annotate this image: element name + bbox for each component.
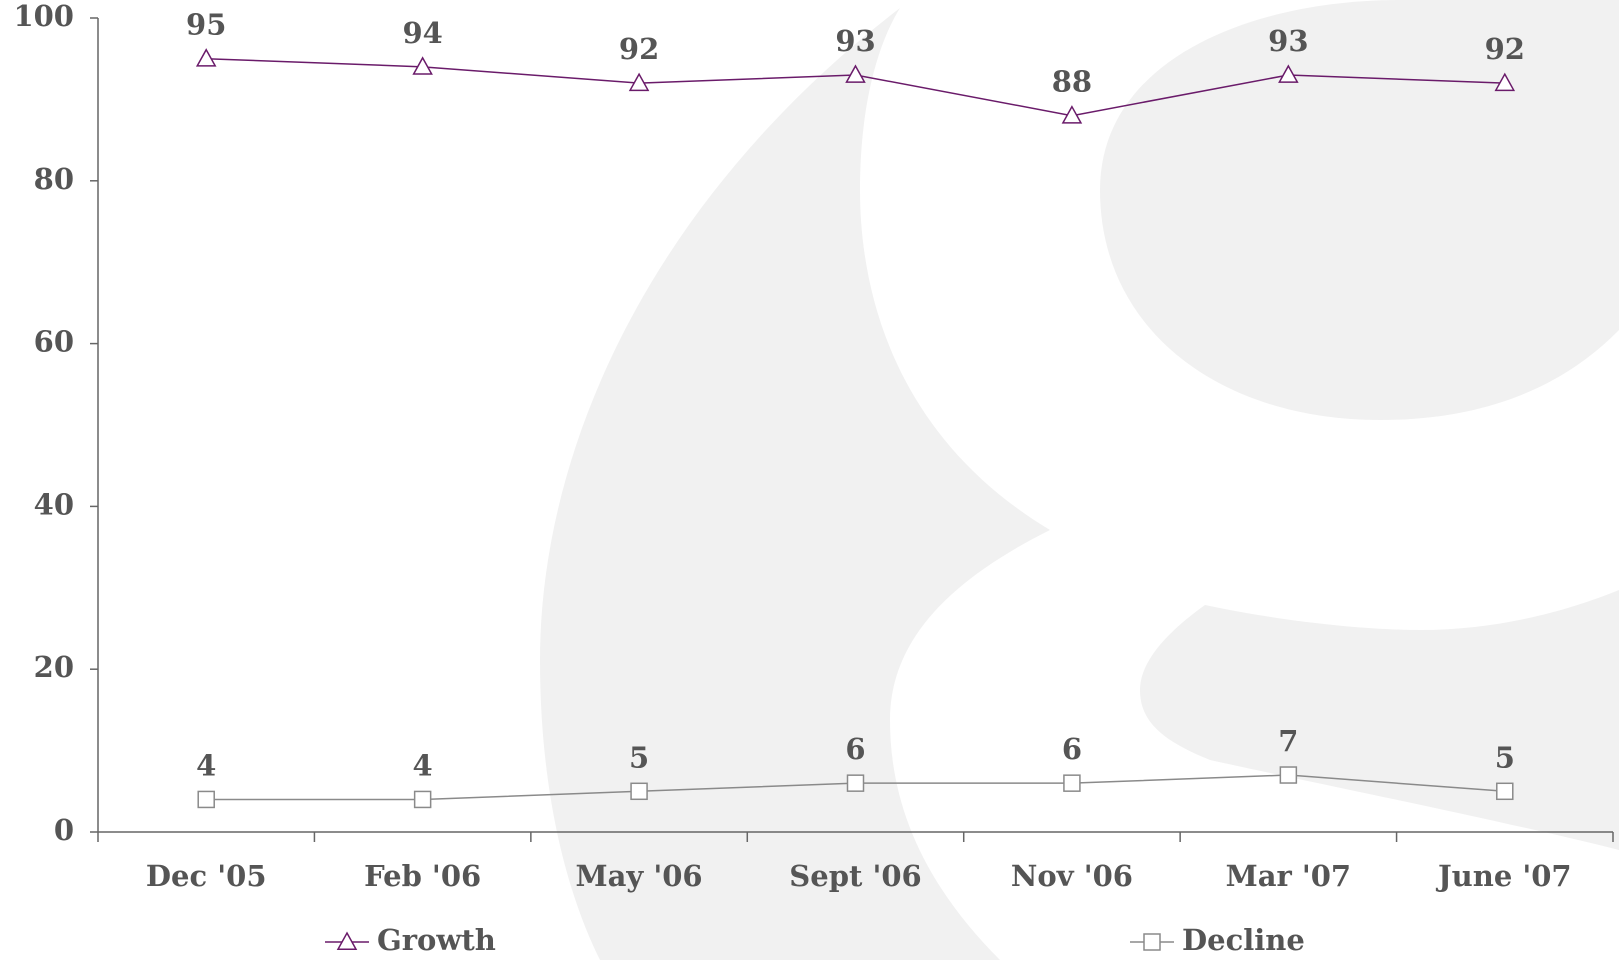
data-label: 4 [196, 748, 216, 782]
legend-label: Growth [377, 923, 496, 957]
marker [845, 64, 866, 83]
marker [628, 72, 650, 92]
data-label: 5 [629, 740, 649, 774]
legend-item: Decline [1130, 923, 1305, 957]
y-tick-label: 40 [34, 487, 74, 521]
data-label: 88 [1052, 65, 1092, 99]
x-tick-label: Mar '07 [1226, 859, 1352, 893]
x-tick-label: May '06 [576, 859, 703, 893]
y-tick-label: 20 [34, 650, 74, 684]
legend-label: Decline [1182, 923, 1305, 957]
marker [412, 56, 433, 75]
marker [1494, 72, 1516, 92]
data-label: 7 [1278, 724, 1298, 758]
marker [413, 790, 432, 809]
marker [1143, 933, 1161, 951]
data-label: 95 [186, 8, 226, 42]
data-label: 4 [413, 748, 433, 782]
data-label: 6 [845, 732, 865, 766]
data-label: 6 [1062, 732, 1082, 766]
data-label: 93 [835, 24, 875, 58]
marker [1278, 64, 1299, 83]
marker [1061, 105, 1083, 124]
x-tick-label: Feb '06 [364, 859, 481, 893]
legend-item: Growth [325, 923, 496, 957]
y-tick-label: 0 [54, 813, 74, 847]
watermark-shape [1100, 0, 1619, 420]
x-tick-label: June '07 [1435, 859, 1572, 893]
marker [630, 782, 648, 801]
marker [846, 774, 865, 792]
y-tick-label: 100 [13, 0, 74, 33]
marker [195, 48, 217, 67]
marker [336, 931, 358, 950]
marker [1063, 774, 1081, 792]
watermark [540, 0, 1619, 960]
data-label: 92 [1485, 32, 1525, 66]
marker [1279, 766, 1298, 784]
y-tick-label: 80 [34, 162, 74, 196]
marker [197, 790, 215, 809]
data-label: 5 [1495, 740, 1515, 774]
marker [1496, 782, 1514, 801]
x-tick-label: Dec '05 [146, 859, 267, 893]
y-tick-label: 60 [34, 325, 74, 359]
x-tick-label: Sept '06 [789, 859, 921, 893]
watermark-shape [1140, 590, 1619, 850]
watermark-shape [540, 8, 1050, 960]
data-label: 94 [402, 16, 442, 50]
x-tick-label: Nov '06 [1011, 859, 1133, 893]
data-label: 93 [1268, 24, 1308, 58]
data-label: 92 [619, 32, 659, 66]
